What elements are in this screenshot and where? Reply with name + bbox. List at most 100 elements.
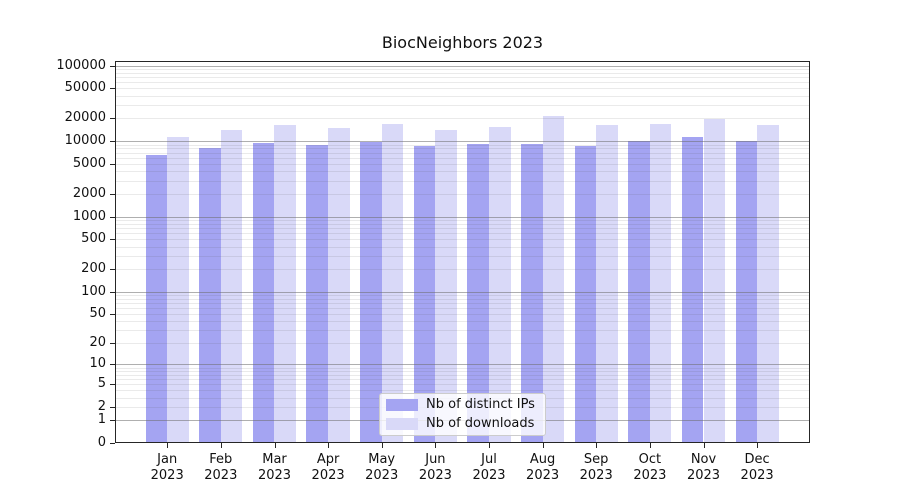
- x-tick-year: 2023: [418, 468, 452, 483]
- chart-title: BiocNeighbors 2023: [381, 33, 544, 52]
- gridline-minor-5: [116, 384, 809, 386]
- gridline-minor-700: [116, 228, 809, 230]
- gridline-minor-600: [116, 233, 809, 235]
- x-tick-year: 2023: [472, 468, 506, 483]
- plot-area: [115, 61, 810, 443]
- x-tick-month: Oct: [638, 452, 662, 467]
- y-tick-50000: [110, 88, 115, 90]
- legend-item-downloads: Nb of downloads: [386, 416, 537, 432]
- bar-feb-downloads: [220, 129, 243, 442]
- gridline-minor-400: [116, 246, 809, 248]
- legend-label-distinct-ips: Nb of distinct IPs: [426, 397, 535, 412]
- x-tick-month: Nov: [690, 452, 717, 467]
- legend-label-downloads: Nb of downloads: [426, 416, 535, 431]
- x-tick-year: 2023: [526, 468, 560, 483]
- y-tick-100: [110, 291, 115, 293]
- y-tick-5000: [110, 163, 115, 165]
- x-tick-sep: [596, 443, 598, 448]
- x-tick-label-mar: Mar 2023: [243, 452, 307, 484]
- bar-aug-downloads: [542, 116, 565, 442]
- gridline-minor-30: [116, 330, 809, 332]
- gridline-minor-800: [116, 223, 809, 225]
- bar-may-downloads: [381, 124, 404, 442]
- bar-feb-distinct-ips: [199, 148, 221, 442]
- y-tick-label-50: 50: [89, 306, 106, 322]
- x-tick-jun: [435, 443, 437, 448]
- y-tick-label-5: 5: [97, 376, 106, 392]
- y-tick-label-100: 100: [81, 283, 106, 299]
- x-tick-year: 2023: [365, 468, 399, 483]
- bar-nov-downloads: [703, 118, 726, 442]
- y-tick-200: [110, 269, 115, 271]
- bar-oct-distinct-ips: [628, 141, 650, 442]
- bar-dec-distinct-ips: [735, 141, 758, 442]
- x-tick-label-feb: Feb 2023: [189, 452, 253, 484]
- x-tick-month: Jul: [481, 452, 497, 467]
- gridline-minor-4000: [116, 171, 809, 172]
- bar-sep-downloads: [596, 124, 618, 442]
- gridline-minor-9000: [116, 144, 809, 146]
- x-tick-year: 2023: [686, 468, 721, 483]
- gridline-minor-70000: [116, 77, 809, 79]
- gridline-minor-900: [116, 219, 809, 221]
- gridline-minor-80000: [116, 72, 809, 74]
- y-tick-0: [110, 443, 115, 444]
- bar-nov-distinct-ips: [681, 136, 704, 442]
- gridline-major-1000: [116, 216, 809, 218]
- y-tick-20: [110, 343, 115, 345]
- gridline-minor-20000: [116, 118, 809, 120]
- gridline-minor-4: [116, 390, 809, 392]
- bar-aug-distinct-ips: [521, 144, 543, 442]
- x-tick-label-dec: Dec 2023: [725, 452, 789, 484]
- y-tick-20000: [110, 118, 115, 120]
- bar-jul-distinct-ips: [467, 144, 489, 442]
- gridline-minor-60000: [116, 82, 809, 84]
- y-tick-2: [110, 407, 115, 408]
- x-tick-may: [381, 443, 383, 448]
- gridline-major-10: [116, 364, 809, 366]
- x-tick-label-oct: Oct 2023: [618, 452, 682, 484]
- y-tick-50: [110, 314, 115, 316]
- x-tick-mar: [274, 443, 276, 448]
- y-tick-10: [110, 364, 115, 366]
- gridline-minor-9: [116, 367, 809, 369]
- gridline-minor-5000: [116, 163, 809, 165]
- y-tick-label-200: 200: [81, 261, 106, 277]
- gridline-minor-8: [116, 371, 809, 372]
- bar-mar-downloads: [274, 124, 297, 442]
- gridline-minor-30000: [116, 105, 809, 106]
- x-tick-nov: [703, 443, 705, 448]
- x-tick-label-sep: Sep 2023: [564, 452, 628, 484]
- bar-oct-downloads: [649, 124, 672, 442]
- bar-jan-downloads: [167, 137, 189, 442]
- x-tick-month: May: [368, 452, 396, 467]
- y-tick-1000: [110, 216, 115, 218]
- x-tick-month: Mar: [262, 452, 287, 467]
- x-tick-apr: [328, 443, 330, 448]
- gridline-major-10000: [116, 141, 809, 142]
- bars-layer: [116, 62, 809, 442]
- x-tick-year: 2023: [257, 468, 292, 483]
- x-tick-jul: [489, 443, 490, 448]
- gridline-minor-3000: [116, 180, 809, 182]
- gridline-minor-300: [116, 255, 809, 257]
- x-tick-label-apr: Apr 2023: [296, 452, 360, 484]
- y-tick-100000: [110, 65, 115, 67]
- x-tick-aug: [542, 443, 544, 448]
- gridline-minor-200: [116, 269, 809, 271]
- gridline-minor-6000: [116, 157, 809, 159]
- y-tick-500: [110, 239, 115, 241]
- y-tick-label-0: 0: [97, 435, 106, 450]
- gridline-minor-7000: [116, 152, 809, 154]
- y-tick-label-500: 500: [81, 231, 106, 247]
- x-tick-label-jan: Jan 2023: [135, 452, 199, 484]
- x-tick-month: Feb: [209, 452, 233, 467]
- x-tick-label-aug: Aug 2023: [511, 452, 575, 484]
- y-tick-label-20000: 20000: [64, 110, 106, 126]
- x-tick-feb: [220, 443, 222, 448]
- gridline-minor-90000: [116, 69, 809, 70]
- gridline-minor-40000: [116, 95, 809, 97]
- x-tick-label-may: May 2023: [350, 452, 414, 484]
- legend-swatch-downloads: [386, 418, 418, 430]
